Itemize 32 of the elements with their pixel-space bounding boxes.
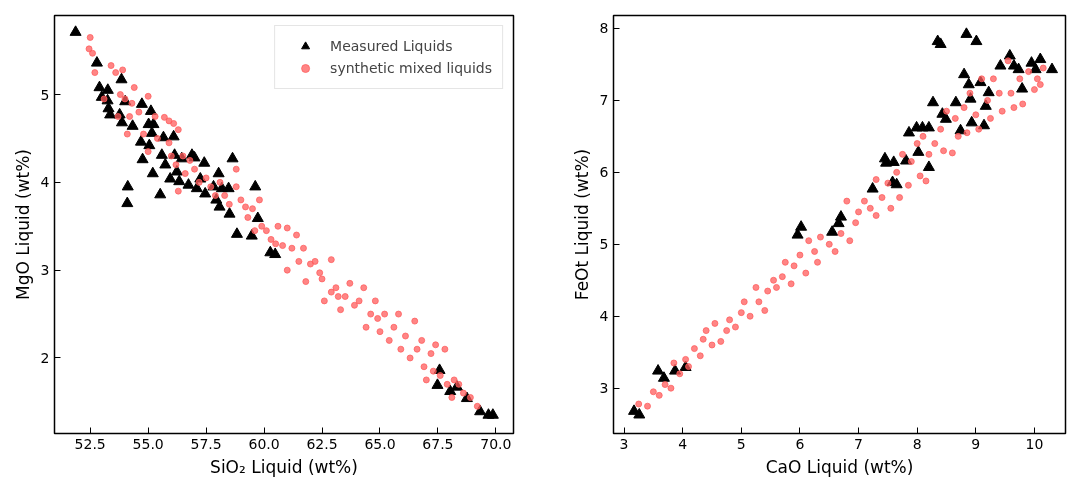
y-tick-label: 8 <box>599 20 609 37</box>
x-tick-label: 55.0 <box>132 435 164 452</box>
y-tick-label: 2 <box>40 349 50 366</box>
x-tick-label: 70.0 <box>480 435 512 452</box>
y-tick-label: 7 <box>599 92 609 109</box>
y-axis-title: FeOt Liquid (wt%) <box>571 148 592 301</box>
x-tick-label: 62.5 <box>306 435 338 452</box>
y-tick-label: 5 <box>599 236 609 253</box>
y-tick-label: 3 <box>40 262 50 279</box>
legend-label: synthetic mixed liquids <box>330 60 492 76</box>
y-tick-label: 4 <box>599 308 609 325</box>
y-tick-label: 6 <box>599 164 609 181</box>
x-tick-label: 6 <box>795 435 805 452</box>
x-tick-label: 67.5 <box>422 435 454 452</box>
x-tick-label: 10 <box>1025 435 1044 452</box>
x-axis-title: CaO Liquid (wt%) <box>765 456 914 477</box>
y-tick-label: 4 <box>40 174 50 191</box>
x-tick-label: 5 <box>736 435 746 452</box>
x-tick-label: 65.0 <box>364 435 396 452</box>
legend-label: Measured Liquids <box>330 38 453 54</box>
x-tick-label: 57.5 <box>190 435 222 452</box>
x-axis-title: SiO₂ Liquid (wt%) <box>210 456 358 477</box>
x-tick-label: 8 <box>912 435 922 452</box>
x-tick-label: 9 <box>971 435 981 452</box>
x-tick-label: 60.0 <box>248 435 280 452</box>
x-tick-label: 3 <box>619 435 629 452</box>
y-axis-title: MgO Liquid (wt%) <box>12 149 33 300</box>
x-tick-label: 7 <box>854 435 864 452</box>
x-tick-label: 4 <box>678 435 688 452</box>
y-tick-label: 5 <box>40 86 50 103</box>
y-tick-label: 3 <box>599 380 609 397</box>
x-tick-label: 52.5 <box>74 435 106 452</box>
